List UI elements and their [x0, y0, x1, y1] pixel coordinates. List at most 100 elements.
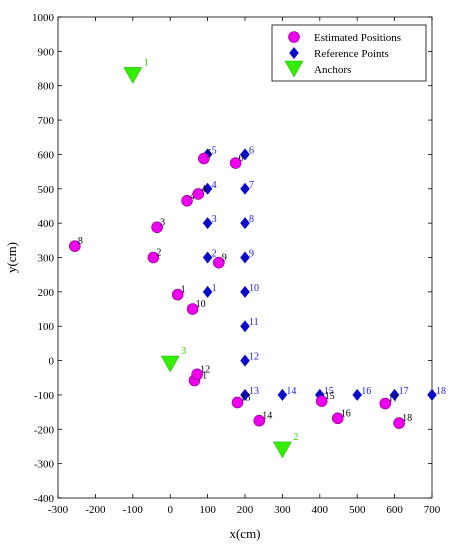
x-tick-label: -300	[48, 504, 69, 516]
estimated-position-point	[171, 288, 184, 301]
estimated-position-point	[181, 195, 193, 207]
y-tick-label: -100	[34, 390, 55, 402]
reference-point-label: 3	[212, 214, 217, 225]
reference-point-label: 11	[249, 317, 259, 328]
estimated-position-point	[393, 417, 405, 429]
axis-ticks: -300 -200 -100 0 100 200 300 400 500 600 700-400-3…	[32, 12, 441, 516]
reference-point-label: 7	[249, 180, 254, 191]
data-marks: 1234567891011121314151617181234456891011…	[69, 57, 446, 459]
reference-point-label: 4	[212, 180, 217, 191]
reference-point-label: 8	[249, 214, 254, 225]
reference-point	[202, 182, 213, 195]
series-estimated-positions: 123445689101112131415161718	[69, 149, 412, 429]
estimated-position-label: 4	[190, 191, 195, 202]
x-tick-label: 0	[167, 504, 173, 516]
legend-entry-label: Reference Points	[314, 48, 389, 60]
legend-marker	[289, 47, 299, 59]
estimated-position-point	[147, 251, 160, 264]
reference-point	[240, 388, 250, 401]
reference-point	[240, 182, 250, 195]
y-tick-label: 900	[38, 46, 55, 58]
estimated-position-point	[253, 414, 266, 427]
reference-point	[202, 251, 213, 264]
estimated-position-label: 1	[181, 285, 186, 296]
x-tick-label: 200	[237, 504, 254, 516]
anchor-point	[123, 67, 143, 84]
y-tick-label: 1000	[32, 12, 55, 24]
reference-point-label: 9	[249, 249, 254, 260]
estimated-position-label: 8	[78, 236, 83, 247]
estimated-position-point	[198, 152, 210, 165]
reference-point	[240, 148, 250, 161]
estimated-position-point	[229, 157, 242, 169]
y-tick-label: 400	[38, 218, 55, 230]
estimated-position-label: 5	[207, 149, 212, 160]
x-axis-title: x(cm)	[229, 526, 260, 541]
estimated-position-label: 15	[325, 391, 335, 402]
estimated-position-point	[69, 240, 81, 252]
estimated-position-label: 10	[196, 299, 206, 310]
legend-marker	[288, 31, 300, 43]
y-tick-label: -300	[34, 459, 55, 471]
estimated-position-point	[231, 396, 244, 409]
reference-point	[240, 354, 250, 367]
reference-point	[202, 285, 213, 298]
estimated-position-point	[151, 221, 163, 234]
reference-point-label: 18	[436, 386, 446, 397]
x-tick-label: -200	[85, 504, 106, 516]
reference-point	[240, 285, 250, 298]
estimated-position-label: 14	[262, 411, 272, 422]
reference-point-label: 13	[249, 386, 259, 397]
y-tick-label: 800	[38, 81, 55, 93]
reference-point	[277, 388, 288, 401]
x-tick-label: 600	[386, 504, 403, 516]
estimated-position-label: 9	[222, 253, 227, 264]
reference-point-label: 2	[212, 249, 217, 260]
legend-entry-label: Anchors	[314, 64, 351, 76]
legend: Estimated Positions Reference Points Ancho…	[271, 24, 427, 82]
estimated-position-label: 4	[201, 184, 206, 195]
y-tick-label: 700	[38, 115, 55, 127]
x-tick-label: 300	[274, 504, 291, 516]
reference-point-label: 10	[249, 283, 259, 294]
estimated-position-label: 17	[388, 394, 398, 405]
x-tick-label: 500	[349, 504, 366, 516]
reference-point-label: 5	[212, 145, 217, 156]
anchor-point	[272, 441, 292, 459]
reference-point	[202, 217, 213, 230]
reference-point-label: 6	[249, 145, 254, 156]
reference-point	[389, 388, 400, 401]
estimated-position-label: 3	[160, 217, 165, 228]
estimated-position-point	[191, 368, 203, 381]
reference-point	[240, 251, 250, 264]
x-tick-label: 400	[312, 504, 329, 516]
reference-point	[240, 320, 250, 333]
reference-point-label: 12	[249, 352, 259, 363]
reference-point	[352, 388, 362, 401]
anchor-label: 2	[293, 432, 298, 443]
legend-marker	[284, 60, 304, 78]
reference-point-label: 14	[286, 386, 296, 397]
estimated-position-point	[213, 256, 225, 269]
anchor-label: 3	[181, 346, 186, 357]
estimated-position-label: 16	[341, 408, 351, 419]
estimated-position-point	[331, 412, 344, 425]
series-anchors: 123	[123, 57, 298, 459]
estimated-position-label: 13	[241, 392, 251, 403]
reference-point-label: 17	[399, 386, 409, 397]
y-tick-label: 500	[38, 184, 55, 196]
legend-entry-label: Estimated Positions	[314, 32, 401, 44]
y-tick-label: -200	[34, 424, 55, 436]
x-tick-label: 700	[424, 504, 441, 516]
reference-point-label: 1	[212, 283, 217, 294]
reference-point-label: 15	[324, 386, 334, 397]
y-tick-label: 300	[38, 253, 55, 265]
reference-point-label: 16	[361, 386, 371, 397]
estimated-position-point	[379, 397, 392, 410]
y-tick-label: 100	[38, 321, 55, 333]
estimated-position-label: 6	[239, 153, 244, 164]
y-tick-label: 200	[38, 287, 55, 299]
y-tick-label: -400	[34, 493, 55, 505]
estimated-position-label: 2	[156, 248, 161, 259]
